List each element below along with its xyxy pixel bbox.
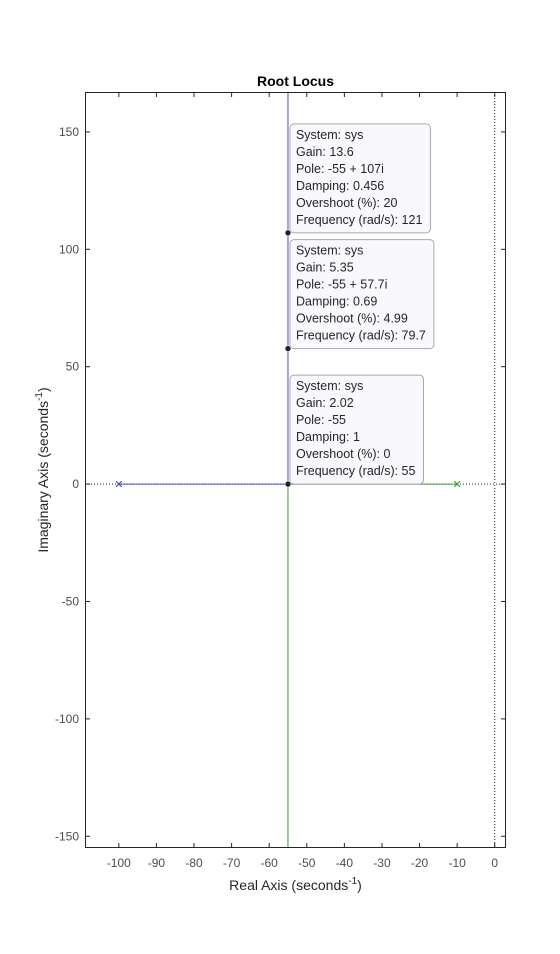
x-tick-label: -70 bbox=[223, 856, 241, 870]
y-axis-label-tail: ) bbox=[35, 387, 51, 392]
datatip-line: Gain: 2.02 bbox=[296, 396, 354, 410]
datatip-line: Damping: 1 bbox=[296, 430, 360, 444]
pole-marker bbox=[453, 480, 461, 488]
x-axis-label-main: Real Axis (seconds bbox=[229, 877, 348, 893]
datatips: System: sys Gain: 13.6 Pole: -55 + 107i Dam… bbox=[284, 123, 435, 488]
pole-marker bbox=[115, 480, 123, 488]
open-loop-poles bbox=[115, 480, 461, 488]
y-tick-label: 0 bbox=[72, 477, 79, 491]
y-axis-label-sup: -1 bbox=[34, 392, 45, 401]
datatip[interactable]: System: sys Gain: 2.02 Pole: -55 Damping: 1… bbox=[284, 374, 424, 488]
y-axis-label-main: Imaginary Axis (seconds bbox=[35, 401, 51, 553]
datatip-marker[interactable] bbox=[284, 229, 292, 237]
y-tick-label: 100 bbox=[59, 242, 79, 256]
y-axis-label: Imaginary Axis (seconds-1) bbox=[34, 387, 51, 552]
datatip-line: System: sys bbox=[296, 244, 363, 258]
datatip-box bbox=[289, 239, 435, 350]
datatip-marker[interactable] bbox=[284, 345, 292, 352]
y-tick-label: 150 bbox=[59, 125, 79, 139]
x-tick-label: -60 bbox=[261, 856, 279, 870]
datatip-line: Gain: 5.35 bbox=[296, 261, 354, 275]
chart-title: Root Locus bbox=[257, 73, 334, 89]
datatip-line: System: sys bbox=[296, 128, 363, 142]
datatip-line: Pole: -55 + 107i bbox=[296, 162, 384, 176]
x-axis-label: Real Axis (seconds-1) bbox=[229, 876, 362, 893]
datatip-line: Overshoot (%): 20 bbox=[296, 196, 397, 210]
y-tick-label: -150 bbox=[55, 829, 79, 843]
x-tick-label: -50 bbox=[298, 856, 316, 870]
x-axis-ticks: -100 -90 -80 -70 -60 -50 -40 -30 -20 -10 0 bbox=[107, 92, 498, 870]
x-tick-label: -30 bbox=[373, 856, 391, 870]
datatip-line: Frequency (rad/s): 79.7 bbox=[296, 329, 426, 343]
datatip[interactable]: System: sys Gain: 13.6 Pole: -55 + 107i Dam… bbox=[284, 123, 431, 237]
datatip-line: Frequency (rad/s): 121 bbox=[296, 213, 422, 227]
datatip-line: Damping: 0.69 bbox=[296, 295, 377, 309]
datatip-marker[interactable] bbox=[284, 480, 292, 488]
datatip-line: Frequency (rad/s): 55 bbox=[296, 464, 416, 478]
x-tick-label: -10 bbox=[448, 856, 466, 870]
x-tick-label: -20 bbox=[411, 856, 429, 870]
datatip-line: Pole: -55 + 57.7i bbox=[296, 278, 387, 292]
datatip[interactable]: System: sys Gain: 5.35 Pole: -55 + 57.7i Da… bbox=[284, 239, 435, 352]
datatip-line: Overshoot (%): 4.99 bbox=[296, 312, 408, 326]
x-tick-label: -40 bbox=[336, 856, 354, 870]
datatip-line: Damping: 0.456 bbox=[296, 179, 384, 193]
datatip-line: System: sys bbox=[296, 379, 363, 393]
x-axis-label-tail: ) bbox=[357, 877, 362, 893]
datatip-line: Pole: -55 bbox=[296, 413, 346, 427]
datatip-box bbox=[289, 123, 431, 234]
x-axis-label-sup: -1 bbox=[348, 876, 357, 887]
datatip-line: Gain: 13.6 bbox=[296, 145, 354, 159]
x-tick-label: 0 bbox=[491, 856, 498, 870]
datatip-line: Overshoot (%): 0 bbox=[296, 447, 391, 461]
y-tick-label: -50 bbox=[62, 594, 80, 608]
datatip-box bbox=[289, 374, 424, 485]
y-axis-ticks: -150 -100 -50 0 50 100 150 bbox=[55, 125, 506, 843]
y-tick-label: 50 bbox=[66, 360, 80, 374]
plot-frame bbox=[85, 92, 506, 848]
y-tick-label: -100 bbox=[55, 712, 79, 726]
x-tick-label: -90 bbox=[148, 856, 166, 870]
x-tick-label: -80 bbox=[185, 856, 203, 870]
x-tick-label: -100 bbox=[107, 856, 131, 870]
